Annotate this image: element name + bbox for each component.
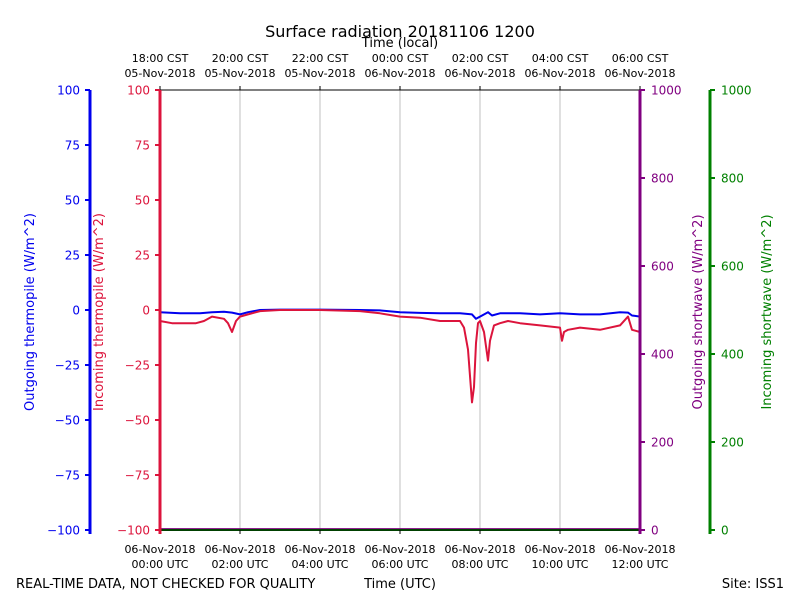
bottom-tick-date: 06-Nov-2018 — [284, 543, 355, 556]
outgoing_thermopile-tick-label: −75 — [55, 469, 80, 483]
outgoing_thermopile-tick-label: 100 — [57, 84, 80, 98]
bottom-tick-time: 04:00 UTC — [291, 558, 348, 571]
incoming-thermopile-axis: 100 75 50 25 0 −25 −50 −75 −100 — [117, 84, 162, 538]
bottom-tick-time: 08:00 UTC — [451, 558, 508, 571]
bottom-tick-time: 12:00 UTC — [611, 558, 668, 571]
chart-title: Surface radiation 20181106 1200 — [265, 22, 535, 41]
top-tick-time: 18:00 CST — [132, 52, 189, 65]
incoming_shortwave-tick-label: 600 — [721, 260, 744, 274]
quality-notice: REAL-TIME DATA, NOT CHECKED FOR QUALITY — [16, 577, 315, 592]
top-tick-time: 04:00 CST — [532, 52, 589, 65]
incoming_shortwave-tick-label: 800 — [721, 172, 744, 186]
bottom-tick-time: 02:00 UTC — [211, 558, 268, 571]
outgoing_thermopile-tick-label: −100 — [47, 524, 80, 538]
incoming_thermopile-tick-label: −50 — [125, 414, 150, 428]
bottom-tick-date: 06-Nov-2018 — [364, 543, 435, 556]
bottom-tick-date: 06-Nov-2018 — [124, 543, 195, 556]
top-tick-time: 06:00 CST — [612, 52, 669, 65]
outgoing_shortwave-tick-label: 400 — [651, 348, 674, 362]
incoming_thermopile-tick-label: 0 — [142, 304, 150, 318]
bottom-tick-date: 06-Nov-2018 — [604, 543, 675, 556]
outgoing_shortwave-tick-label: 600 — [651, 260, 674, 274]
outgoing-shortwave-label: Outgoing shortwave (W/m^2) — [691, 214, 706, 409]
x-axis-label: Time (UTC) — [363, 577, 436, 592]
top-tick-time: 02:00 CST — [452, 52, 509, 65]
site-label: Site: ISS1 — [722, 577, 784, 592]
outgoing_thermopile-tick-label: 25 — [65, 249, 80, 263]
top-tick-date: 06-Nov-2018 — [444, 67, 515, 80]
top-tick-time: 22:00 CST — [292, 52, 349, 65]
outgoing_shortwave-tick-label: 1000 — [651, 84, 682, 98]
incoming_thermopile-tick-label: −100 — [117, 524, 150, 538]
outgoing_shortwave-tick-label: 800 — [651, 172, 674, 186]
incoming_thermopile-tick-label: −75 — [125, 469, 150, 483]
incoming-shortwave-axis: 1000 800 600 400 200 0 — [708, 84, 752, 538]
top-axis-label: Time (local) — [361, 36, 438, 51]
bottom-tick-date: 06-Nov-2018 — [444, 543, 515, 556]
incoming_thermopile-tick-label: 50 — [135, 194, 150, 208]
incoming_shortwave-tick-label: 200 — [721, 436, 744, 450]
incoming_shortwave-tick-label: 0 — [721, 524, 729, 538]
outgoing-thermopile-line — [159, 308, 641, 320]
outgoing_thermopile-tick-label: −50 — [55, 414, 80, 428]
bottom-time-axis: 06-Nov-2018 00:00 UTC 06-Nov-2018 02:00 UTC… — [124, 530, 676, 571]
top-tick-date: 06-Nov-2018 — [524, 67, 595, 80]
incoming_shortwave-tick-label: 1000 — [721, 84, 752, 98]
bottom-tick-time: 00:00 UTC — [131, 558, 188, 571]
bottom-tick-time: 06:00 UTC — [371, 558, 428, 571]
outgoing-thermopile-axis: 100 75 50 25 0 −25 −50 −75 −100 — [47, 84, 92, 538]
top-time-axis: 18:00 CST 05-Nov-2018 20:00 CST 05-Nov-2018… — [124, 52, 676, 90]
top-tick-time: 20:00 CST — [212, 52, 269, 65]
top-tick-time: 00:00 CST — [372, 52, 429, 65]
incoming_thermopile-tick-label: 25 — [135, 249, 150, 263]
incoming_shortwave-tick-label: 400 — [721, 348, 744, 362]
outgoing_thermopile-tick-label: 75 — [65, 139, 80, 153]
incoming-thermopile-line — [159, 309, 641, 404]
outgoing_shortwave-tick-label: 200 — [651, 436, 674, 450]
top-tick-date: 05-Nov-2018 — [124, 67, 195, 80]
top-tick-date: 05-Nov-2018 — [284, 67, 355, 80]
incoming_thermopile-tick-label: 75 — [135, 139, 150, 153]
outgoing-thermopile-label: Outgoing thermopile (W/m^2) — [23, 213, 38, 411]
top-tick-date: 06-Nov-2018 — [364, 67, 435, 80]
outgoing_thermopile-tick-label: 50 — [65, 194, 80, 208]
outgoing_thermopile-tick-label: −25 — [55, 359, 80, 373]
bottom-tick-time: 10:00 UTC — [531, 558, 588, 571]
incoming_thermopile-tick-label: 100 — [127, 84, 150, 98]
bottom-tick-date: 06-Nov-2018 — [524, 543, 595, 556]
incoming_thermopile-tick-label: −25 — [125, 359, 150, 373]
outgoing_thermopile-tick-label: 0 — [72, 304, 80, 318]
incoming-shortwave-label: Incoming shortwave (W/m^2) — [760, 214, 775, 409]
incoming-thermopile-label: Incoming thermopile (W/m^2) — [92, 213, 107, 411]
outgoing-shortwave-axis: 1000 800 600 400 200 0 — [638, 84, 682, 538]
outgoing_shortwave-tick-label: 0 — [651, 524, 659, 538]
top-tick-date: 06-Nov-2018 — [604, 67, 675, 80]
bottom-tick-date: 06-Nov-2018 — [204, 543, 275, 556]
top-tick-date: 05-Nov-2018 — [204, 67, 275, 80]
